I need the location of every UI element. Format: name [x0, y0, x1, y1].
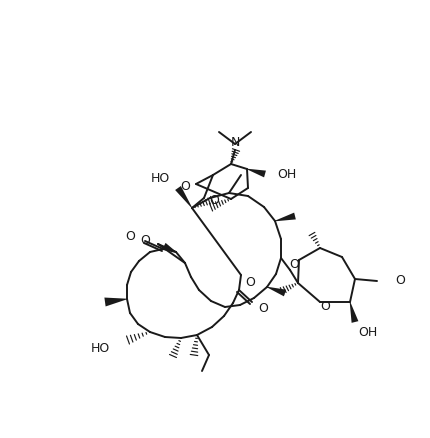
Text: O: O — [395, 275, 405, 287]
Polygon shape — [350, 302, 358, 323]
Text: OH: OH — [277, 167, 296, 180]
Polygon shape — [104, 297, 127, 307]
Text: O: O — [320, 300, 330, 312]
Polygon shape — [275, 212, 296, 221]
Text: HO: HO — [91, 342, 110, 354]
Text: OH: OH — [358, 325, 377, 339]
Polygon shape — [267, 287, 286, 297]
Text: HO: HO — [151, 172, 170, 184]
Polygon shape — [163, 243, 176, 252]
Polygon shape — [175, 186, 192, 208]
Text: O: O — [209, 194, 219, 206]
Text: O: O — [180, 180, 190, 192]
Text: O: O — [125, 230, 135, 244]
Text: O: O — [140, 234, 150, 247]
Text: O: O — [289, 258, 299, 271]
Polygon shape — [247, 169, 266, 177]
Text: O: O — [245, 276, 255, 290]
Text: N: N — [230, 135, 240, 148]
Text: O: O — [258, 303, 268, 315]
